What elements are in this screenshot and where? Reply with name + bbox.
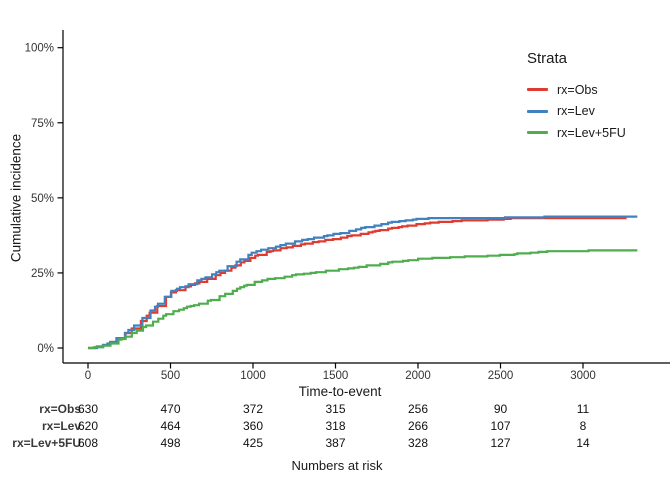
legend-label-lev: rx=Lev	[557, 104, 595, 119]
legend-item-obs: rx=Obs	[527, 79, 626, 101]
legend-title: Strata	[527, 50, 568, 67]
risk-count: 630	[78, 402, 98, 416]
y-tick-label: 100%	[25, 43, 54, 55]
y-tick-label: 25%	[31, 268, 54, 280]
legend-line-lev-icon	[527, 109, 548, 113]
risk-count: 608	[78, 436, 98, 450]
risk-count: 360	[243, 419, 263, 433]
risk-count: 470	[160, 402, 180, 416]
risk-count: 425	[243, 436, 263, 450]
risk-count: 328	[408, 436, 428, 450]
legend-item-lev5fu: rx=Lev+5FU	[527, 122, 626, 144]
risk-count: 14	[576, 436, 590, 450]
x-tick-label: 3000	[570, 370, 596, 382]
y-tick-label: 75%	[31, 118, 54, 130]
risk-count: 315	[325, 402, 345, 416]
risk-row-label: rx=Lev+5FU	[12, 436, 81, 450]
risk-count: 318	[325, 419, 345, 433]
y-axis-title: Cumulative incidence	[8, 133, 24, 263]
legend-label-lev5fu: rx=Lev+5FU	[557, 125, 626, 140]
risk-count: 387	[325, 436, 345, 450]
legend-line-lev5fu-icon	[527, 131, 548, 135]
risk-count: 8	[580, 419, 587, 433]
x-tick-label: 2500	[488, 370, 514, 382]
risk-count: 498	[160, 436, 180, 450]
series-curve-rx-obs	[88, 217, 627, 350]
legend: Strata rx=Obs rx=Lev rx=Lev+5FU	[527, 50, 626, 144]
x-tick-label: 1000	[240, 370, 266, 382]
risk-count: 266	[408, 419, 428, 433]
x-tick-label: 500	[161, 370, 180, 382]
legend-line-obs-icon	[527, 88, 548, 92]
y-tick-label: 50%	[31, 193, 54, 205]
y-tick-label: 0%	[37, 343, 54, 355]
legend-label-obs: rx=Obs	[557, 82, 598, 97]
risk-count: 127	[490, 436, 510, 450]
risk-count: 107	[490, 419, 510, 433]
x-tick-label: 0	[85, 370, 91, 382]
risk-row-label: rx=Obs	[39, 402, 81, 416]
series-curve-rx-lev-5fu	[88, 249, 638, 350]
risk-table-caption: Numbers at risk	[291, 458, 383, 473]
x-tick-label: 1500	[323, 370, 349, 382]
risk-count: 256	[408, 402, 428, 416]
risk-count: 90	[494, 402, 508, 416]
risk-count: 620	[78, 419, 98, 433]
x-axis-title: Time-to-event	[298, 384, 382, 399]
risk-count: 372	[243, 402, 263, 416]
x-tick-label: 2000	[405, 370, 431, 382]
risk-count: 11	[577, 402, 590, 416]
series-curve-rx-lev	[88, 215, 638, 350]
legend-item-lev: rx=Lev	[527, 101, 626, 123]
risk-row-label: rx=Lev	[42, 419, 81, 433]
risk-count: 464	[160, 419, 180, 433]
